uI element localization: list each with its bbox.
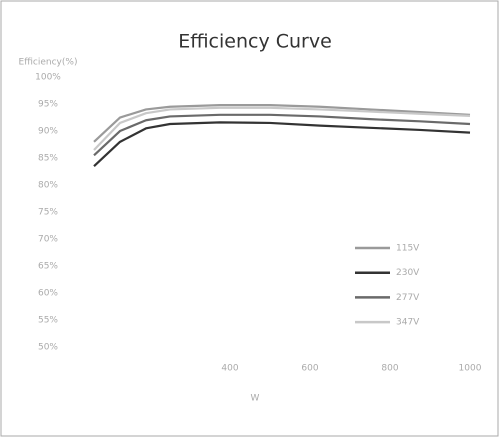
series-line xyxy=(93,113,471,157)
y-tick-label: 75% xyxy=(38,208,58,218)
legend-label: 277V xyxy=(396,293,420,303)
x-tick-label: 600 xyxy=(301,364,318,374)
x-tick-label: 800 xyxy=(381,364,398,374)
legend-label: 115V xyxy=(396,244,420,254)
y-tick-label: 100% xyxy=(35,73,61,83)
y-tick-label: 80% xyxy=(38,181,58,191)
legend-label: 347V xyxy=(396,318,420,328)
series-line xyxy=(93,104,471,143)
series-line xyxy=(93,106,471,151)
x-axis-label: W xyxy=(251,394,260,404)
chart-title: Efficiency Curve xyxy=(178,31,332,53)
legend-label: 230V xyxy=(396,268,420,278)
y-tick-label: 60% xyxy=(38,289,58,299)
y-tick-label: 90% xyxy=(38,127,58,137)
y-axis-label: Efficiency(%) xyxy=(19,58,78,68)
series-line xyxy=(93,121,471,167)
x-tick-label: 1000 xyxy=(459,364,482,374)
y-tick-label: 70% xyxy=(38,235,58,245)
y-tick-label: 65% xyxy=(38,262,58,272)
y-tick-label: 85% xyxy=(38,154,58,164)
x-tick-label: 400 xyxy=(221,364,238,374)
y-tick-label: 50% xyxy=(38,343,58,353)
y-tick-label: 95% xyxy=(38,100,58,110)
y-tick-label: 55% xyxy=(38,316,58,326)
